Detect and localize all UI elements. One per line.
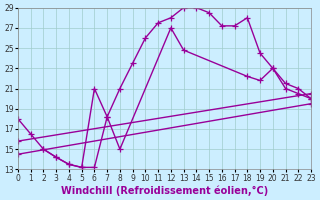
X-axis label: Windchill (Refroidissement éolien,°C): Windchill (Refroidissement éolien,°C)	[61, 185, 268, 196]
